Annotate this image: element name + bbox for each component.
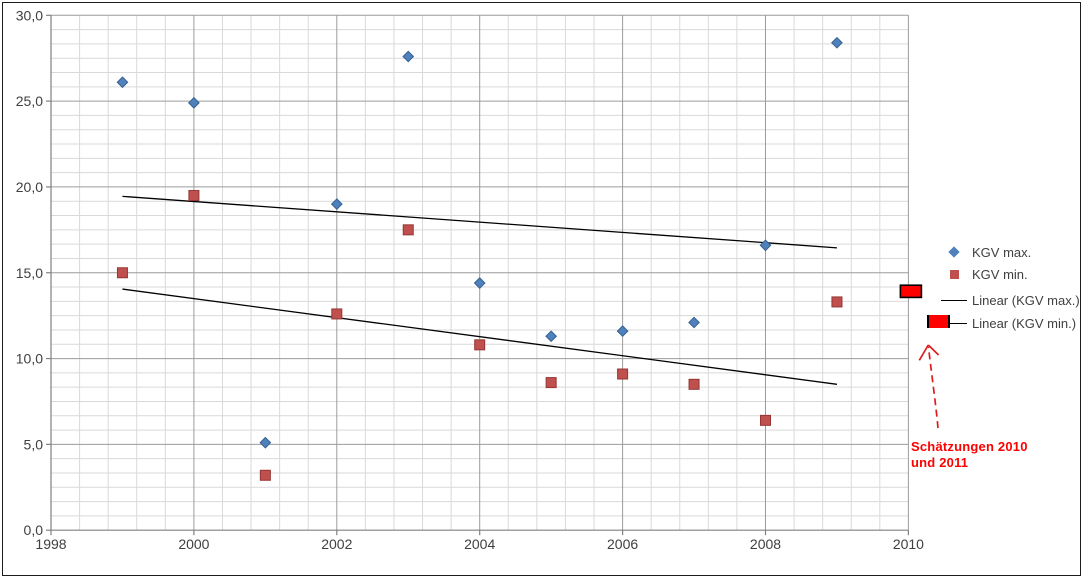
x-tick-label: 1998 bbox=[35, 536, 66, 552]
point-kgv-min-2001[interactable] bbox=[259, 469, 271, 481]
point-kgv-min-1999[interactable] bbox=[116, 267, 128, 279]
y-tick-label: 0,0 bbox=[24, 522, 44, 538]
y-tick-label: 10,0 bbox=[16, 351, 43, 367]
legend-item-linear-kgv-min[interactable]: Linear (KGV min.) bbox=[941, 315, 1076, 331]
legend-item-linear-kgv-max[interactable]: Linear (KGV max.) bbox=[941, 292, 1080, 308]
legend-diamond-icon bbox=[941, 246, 967, 258]
legend-item-kgv-min[interactable]: KGV min. bbox=[941, 266, 1028, 282]
point-kgv-min-2005[interactable] bbox=[545, 377, 557, 389]
y-tick-label: 25,0 bbox=[16, 93, 43, 109]
y-tick-label: 30,0 bbox=[16, 7, 43, 23]
point-kgv-min-2003[interactable] bbox=[402, 224, 414, 236]
point-kgv-min-2002[interactable] bbox=[331, 308, 343, 320]
point-kgv-max-2002[interactable] bbox=[330, 198, 343, 211]
legend-item-label: KGV min. bbox=[972, 266, 1028, 282]
x-tick-label: 2006 bbox=[607, 536, 638, 552]
x-tick-label: 2004 bbox=[464, 536, 495, 552]
point-kgv-max-2000[interactable] bbox=[187, 96, 200, 109]
legend-item-label: KGV max. bbox=[972, 244, 1032, 260]
legend-item-kgv-max[interactable]: KGV max. bbox=[941, 244, 1031, 260]
legend-item-label: Linear (KGV max.) bbox=[972, 292, 1080, 308]
point-kgv-max-2006[interactable] bbox=[616, 325, 629, 338]
estimate-annotation-text[interactable]: Schätzungen 2010 und 2011 bbox=[911, 439, 1028, 470]
x-tick-label: 2000 bbox=[178, 536, 209, 552]
trendline-kgv-min[interactable] bbox=[122, 288, 838, 385]
point-kgv-max-2004[interactable] bbox=[473, 277, 486, 289]
point-kgv-max-1999[interactable] bbox=[116, 76, 129, 89]
point-kgv-max-2005[interactable] bbox=[545, 330, 558, 343]
x-tick-label: 2008 bbox=[750, 536, 781, 552]
point-kgv-max-2007[interactable] bbox=[688, 316, 700, 329]
estimate-highlight-legend-box[interactable] bbox=[927, 315, 950, 328]
point-kgv-min-2007[interactable] bbox=[688, 378, 700, 390]
point-kgv-min-2009[interactable] bbox=[831, 296, 843, 308]
trendline-kgv-max[interactable] bbox=[122, 195, 837, 249]
point-kgv-max-2003[interactable] bbox=[402, 50, 415, 63]
legend-item-label: Linear (KGV min.) bbox=[972, 315, 1077, 331]
point-kgv-min-2008[interactable] bbox=[760, 414, 771, 426]
point-kgv-min-2000[interactable] bbox=[188, 190, 200, 202]
hand-drawn-arrow-icon bbox=[918, 344, 940, 429]
legend-square-icon bbox=[941, 269, 967, 279]
legend-line-icon bbox=[941, 299, 967, 301]
point-kgv-max-2001[interactable] bbox=[259, 436, 272, 449]
point-kgv-min-2004[interactable] bbox=[474, 339, 486, 351]
y-tick-label: 20,0 bbox=[16, 179, 43, 195]
x-tick-label: 2010 bbox=[893, 536, 924, 552]
y-tick-label: 15,0 bbox=[16, 265, 43, 281]
point-kgv-max-2009[interactable] bbox=[831, 36, 843, 49]
point-kgv-max-2008[interactable] bbox=[759, 239, 772, 252]
y-tick-label: 5,0 bbox=[24, 436, 44, 452]
estimate-highlight-plot-box[interactable] bbox=[899, 284, 923, 299]
point-kgv-min-2006[interactable] bbox=[617, 368, 629, 380]
legend-line-icon bbox=[941, 322, 967, 324]
x-tick-label: 2002 bbox=[321, 536, 352, 552]
